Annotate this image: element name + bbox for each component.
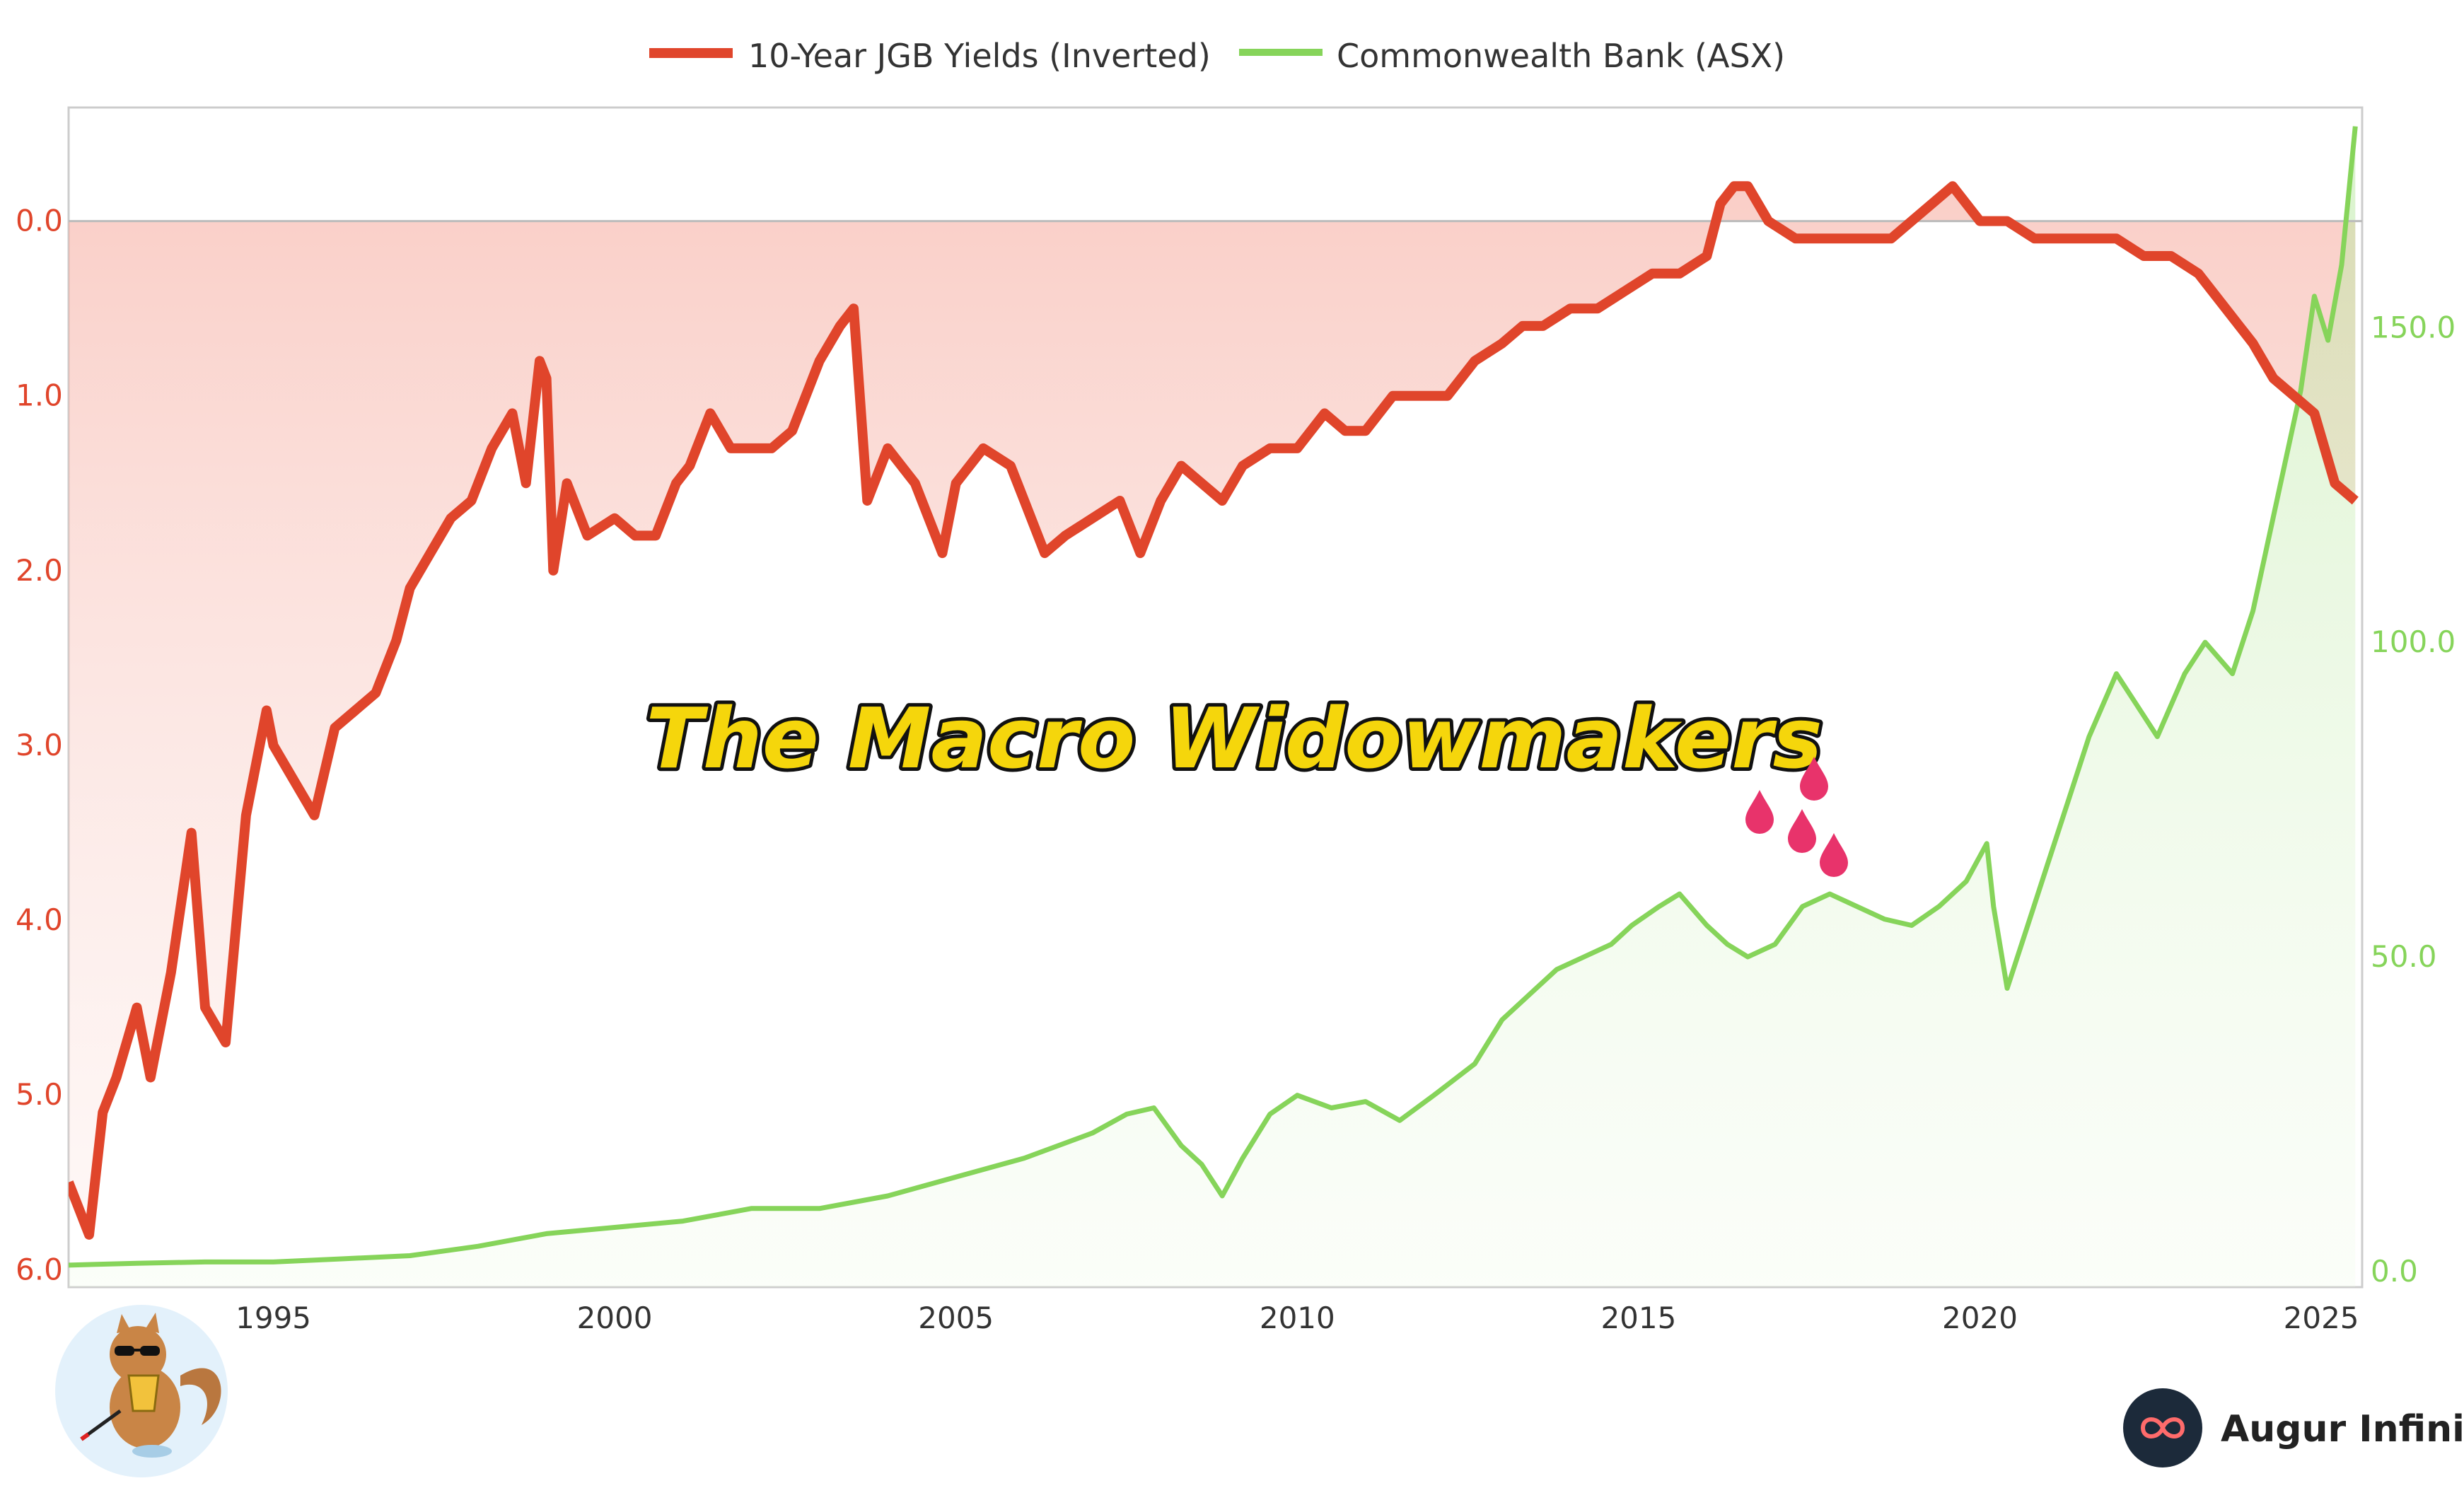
x-tick-0: 1995 — [236, 1301, 311, 1335]
legend-label-jgb: 10-Year JGB Yields (Inverted) — [748, 37, 1211, 75]
left-tick-3: 3.0 — [16, 728, 63, 762]
left-tick-6: 6.0 — [16, 1252, 63, 1286]
cba-area-fill — [69, 126, 2356, 1287]
right-tick-2: 100.0 — [2371, 624, 2456, 659]
left-axis-ticks: 0.0 1.0 2.0 3.0 4.0 5.0 6.0 — [16, 204, 63, 1287]
right-tick-3: 150.0 — [2371, 310, 2456, 344]
right-tick-1: 50.0 — [2371, 939, 2437, 974]
legend-swatch-jgb — [649, 48, 733, 58]
x-tick-6: 2025 — [2284, 1301, 2359, 1335]
squirrel-mascot — [55, 1305, 228, 1477]
chart-title: The Macro Widowmakers — [646, 690, 1822, 787]
blood-drops — [1745, 757, 1848, 877]
cba-series-line — [69, 126, 2358, 1268]
legend-label-cba: Commonwealth Bank (ASX) — [1337, 37, 1785, 75]
blood-drop-4 — [1820, 833, 1848, 877]
blood-drop-3 — [1788, 809, 1816, 853]
right-axis-ticks: 0.0 50.0 100.0 150.0 — [2371, 310, 2456, 1288]
left-tick-5: 5.0 — [16, 1077, 63, 1112]
jgb-series-line — [69, 181, 2359, 1240]
legend: 10-Year JGB Yields (Inverted) Commonweal… — [649, 37, 1785, 75]
blood-drop-2 — [1745, 790, 1774, 834]
left-tick-2: 2.0 — [16, 553, 63, 588]
left-tick-4: 4.0 — [16, 902, 63, 937]
left-tick-0: 0.0 — [16, 204, 63, 238]
brand-name: Augur Infinity — [2221, 1408, 2464, 1451]
x-tick-4: 2015 — [1600, 1301, 1676, 1335]
right-tick-0: 0.0 — [2371, 1254, 2418, 1289]
jgb-area-fill — [69, 186, 2356, 1235]
blood-drop-1 — [1800, 757, 1828, 801]
legend-entry-jgb[interactable]: 10-Year JGB Yields (Inverted) — [649, 37, 1211, 75]
left-tick-1: 1.0 — [16, 378, 63, 413]
legend-entry-cba[interactable]: Commonwealth Bank (ASX) — [1239, 37, 1785, 75]
x-tick-3: 2010 — [1260, 1301, 1335, 1335]
brand: Augur Infinity — [2123, 1388, 2464, 1467]
x-tick-2: 2005 — [918, 1301, 994, 1335]
x-axis-ticks: 1995 2000 2005 2010 2015 2020 2025 — [236, 1301, 2359, 1335]
x-tick-5: 2020 — [1942, 1301, 2018, 1335]
legend-swatch-cba — [1239, 49, 1323, 56]
x-tick-1: 2000 — [577, 1301, 653, 1335]
infinity-icon-glyph — [2140, 1417, 2185, 1438]
